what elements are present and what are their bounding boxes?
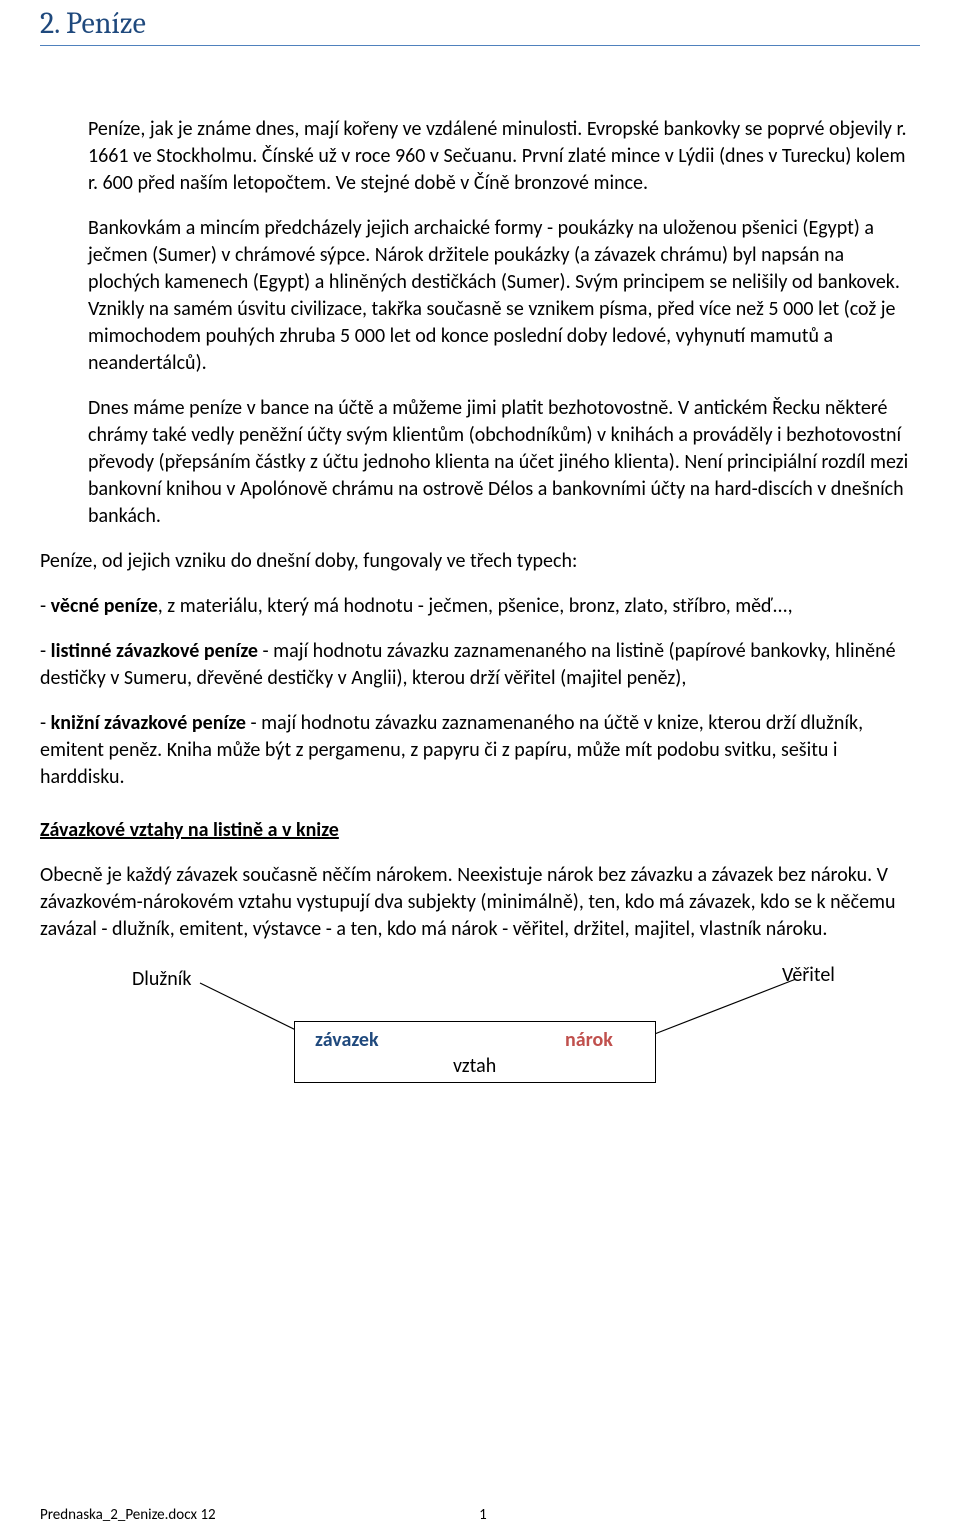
type-1-label: věcné peníze (51, 594, 158, 618)
footer-filename: Prednaska_2_Penize.docx 12 (40, 1506, 216, 1524)
section-heading: 2. Peníze (40, 0, 920, 46)
diagram-right-label: Věřitel (782, 963, 835, 987)
type-2-line: - listinné závazkové peníze - mají hodno… (40, 638, 920, 692)
diagram-left-label: Dlužník (132, 967, 192, 991)
dash: - (40, 711, 51, 735)
type-1-line: - věcné peníze, z materiálu, který má ho… (40, 593, 920, 620)
page-footer: Prednaska_2_Penize.docx 12 1 (40, 1506, 920, 1524)
type-3-line: - knižní závazkové peníze - mají hodnotu… (40, 710, 920, 791)
dash: - (40, 639, 51, 663)
type-3-label: knižní závazkové peníze (51, 711, 246, 735)
obligation-diagram: Dlužník Věřitel závazek nárok vztah (70, 961, 890, 1141)
type-2-label: listinné závazkové peníze (51, 639, 258, 663)
diagram-box: závazek nárok vztah (294, 1021, 656, 1083)
diagram-box-vztah: vztah (453, 1054, 496, 1078)
dash: - (40, 594, 51, 618)
footer-page-number: 1 (479, 1506, 487, 1524)
type-1-text: , z materiálu, který má hodnotu - ječmen… (158, 594, 793, 618)
paragraph-obligation: Obecně je každý závazek současně něčím n… (40, 862, 920, 943)
sub-heading: Závazkové vztahy na listině a v knize (40, 817, 920, 844)
diagram-box-narok: nárok (565, 1028, 613, 1052)
paragraph-2: Bankovkám a mincím předcházely jejich ar… (88, 215, 914, 377)
paragraph-3: Dnes máme peníze v bance na účtě a můžem… (88, 395, 914, 530)
diagram-box-zavazek: závazek (315, 1028, 379, 1052)
paragraph-1: Peníze, jak je známe dnes, mají kořeny v… (88, 116, 914, 197)
paragraph-types-intro: Peníze, od jejich vzniku do dnešní doby,… (40, 548, 920, 575)
